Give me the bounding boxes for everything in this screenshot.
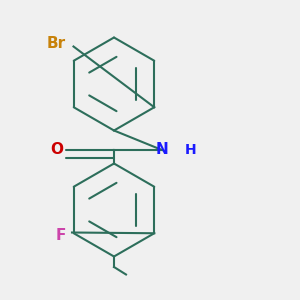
Text: O: O: [50, 142, 63, 158]
Text: Br: Br: [47, 36, 66, 51]
Text: F: F: [56, 228, 66, 243]
Text: H: H: [184, 143, 196, 157]
Text: N: N: [156, 142, 168, 158]
